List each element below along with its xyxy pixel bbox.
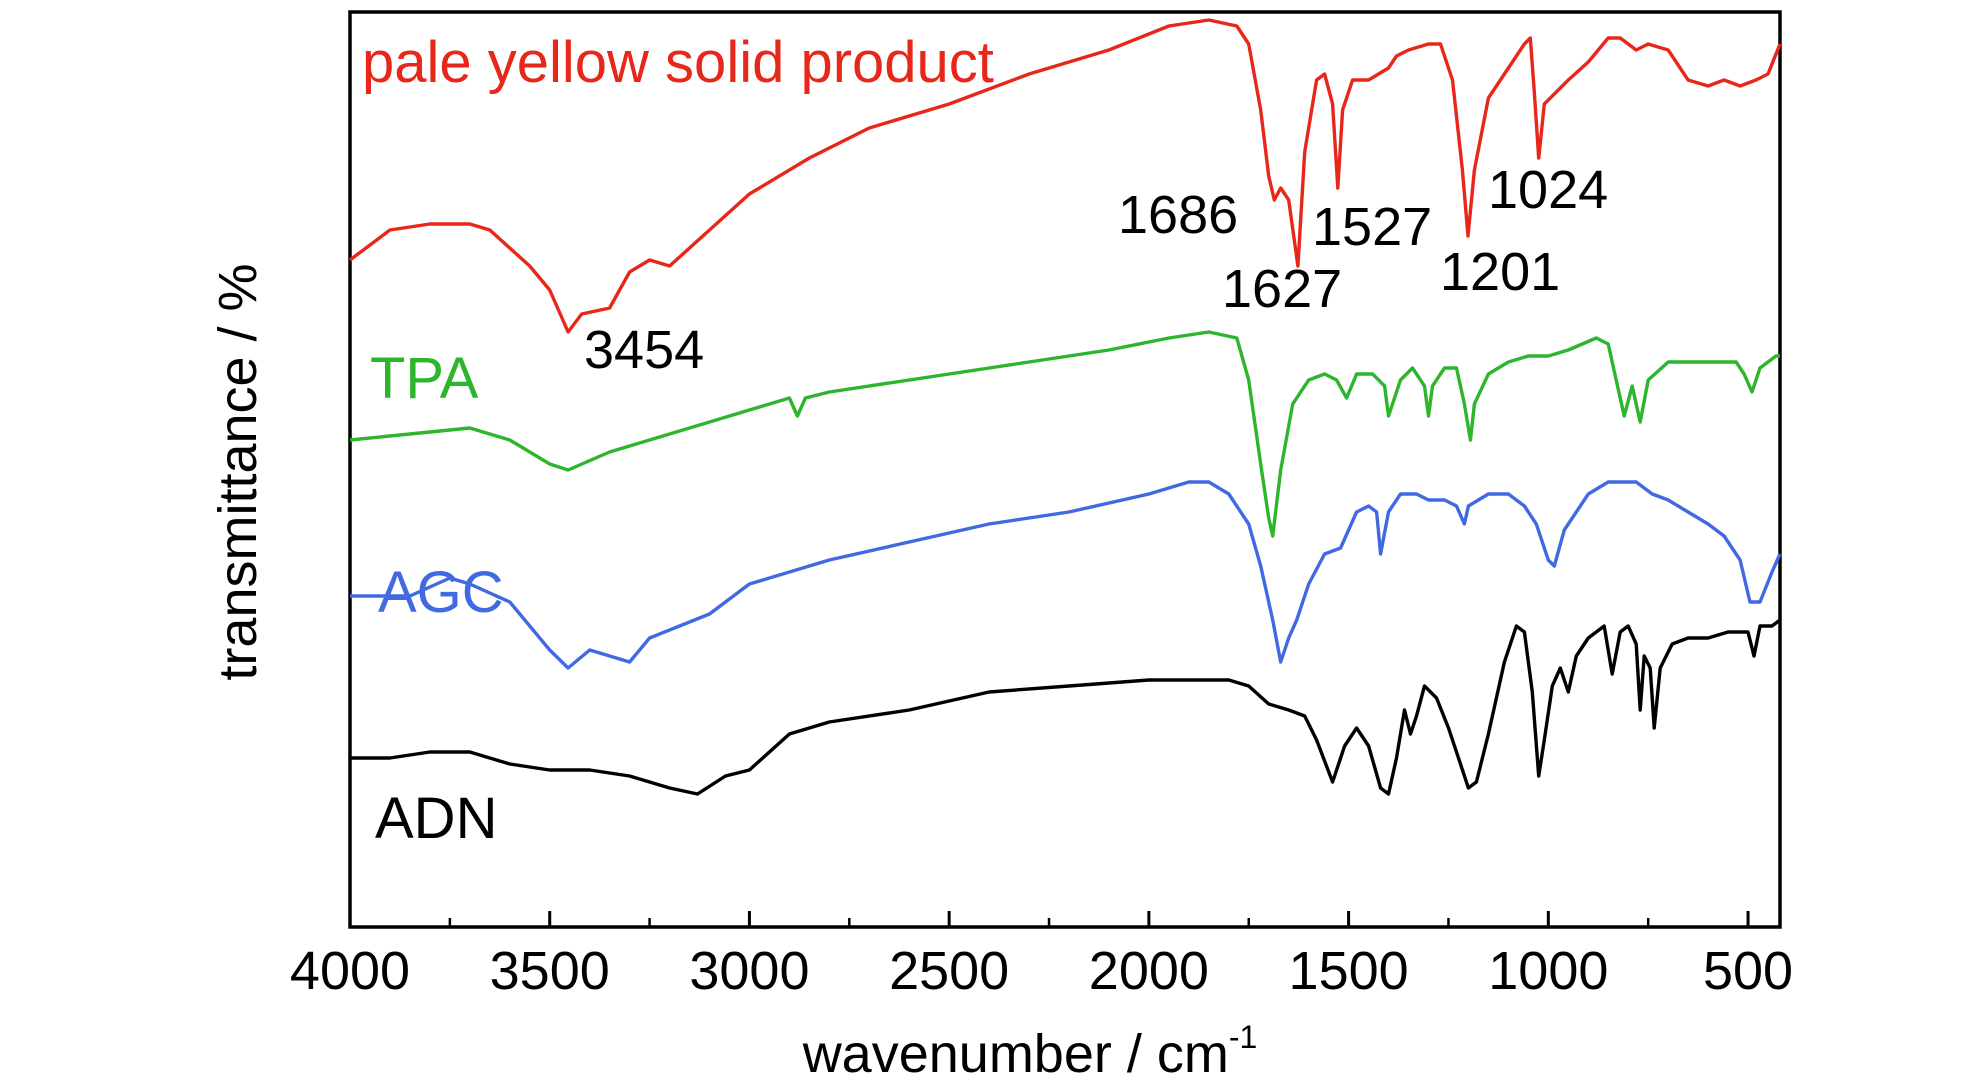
- peak-label-1024: 1024: [1488, 160, 1608, 220]
- x-axis-title-text: wavenumber / cm: [802, 1024, 1229, 1084]
- peak-label-3454: 3454: [584, 320, 704, 380]
- x-axis-title-superscript: -1: [1229, 1019, 1257, 1055]
- series-label-adn: ADN: [375, 786, 497, 851]
- series-line-pale-yellow-solid-product: [348, 18, 1782, 334]
- x-axis-title: wavenumber / cm-1: [802, 1019, 1258, 1084]
- series-label-agc: AGC: [378, 560, 504, 625]
- x-axis-ticks: 4000 3500 3000 2500 2000 1500 1000 500: [290, 911, 1793, 1001]
- x-tick-label: 2500: [889, 941, 1009, 1001]
- x-tick-label: 1000: [1488, 941, 1608, 1001]
- series-line-tpa: [349, 330, 1780, 538]
- plot-frame: [348, 10, 1782, 929]
- series-line-adn: [350, 618, 1782, 796]
- y-axis-title: transmittance / %: [208, 263, 268, 680]
- peak-label-1201: 1201: [1440, 242, 1560, 302]
- x-tick-label: 3000: [689, 941, 809, 1001]
- x-tick-label: 1500: [1289, 941, 1409, 1001]
- series-layer: [348, 18, 1782, 796]
- x-tick-label: 500: [1703, 941, 1793, 1001]
- series-name-labels: pale yellow solid product TPA AGC ADN: [362, 30, 994, 851]
- x-tick-label: 3500: [490, 941, 610, 1001]
- plot-area: 4000 3500 3000 2500 2000 1500 1000 500: [290, 10, 1793, 1001]
- peak-label-1627: 1627: [1222, 259, 1342, 319]
- series-label-pale-yellow-solid-product: pale yellow solid product: [362, 30, 994, 95]
- x-tick-label: 4000: [290, 941, 410, 1001]
- peak-label-1686: 1686: [1118, 185, 1238, 245]
- series-line-agc: [350, 480, 1782, 670]
- series-label-tpa: TPA: [370, 346, 479, 411]
- peak-annotations: 3454 1686 1627 1527 1201 1024: [584, 160, 1608, 380]
- x-tick-label: 2000: [1089, 941, 1209, 1001]
- peak-label-1527: 1527: [1312, 197, 1432, 257]
